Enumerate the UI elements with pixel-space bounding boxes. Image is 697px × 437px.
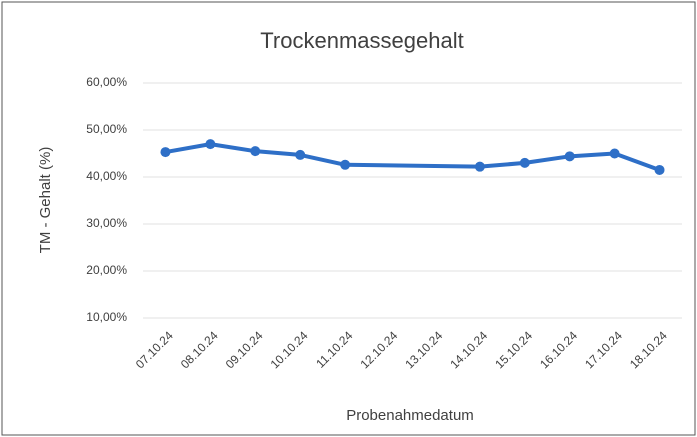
point: [519, 157, 530, 168]
chart-title: Trockenmassegehalt: [260, 28, 463, 53]
x-axis-title: Probenahmedatum: [346, 407, 474, 424]
point: [609, 148, 620, 159]
point: [564, 151, 575, 162]
point: [340, 159, 351, 170]
point: [160, 147, 171, 158]
y-tick-label: 30,00%: [86, 216, 127, 230]
point: [474, 161, 485, 172]
point: [205, 139, 216, 150]
y-tick-label: 10,00%: [86, 310, 127, 324]
y-axis-title: TM - Gehalt (%): [37, 147, 54, 254]
y-tick-label: 20,00%: [86, 263, 127, 277]
point: [295, 149, 306, 160]
y-tick-label: 40,00%: [86, 169, 127, 183]
y-tick-label: 60,00%: [86, 75, 127, 89]
gap-bridge: [343, 162, 482, 169]
point: [250, 146, 261, 157]
y-tick-label: 50,00%: [86, 122, 127, 136]
point: [654, 164, 665, 175]
